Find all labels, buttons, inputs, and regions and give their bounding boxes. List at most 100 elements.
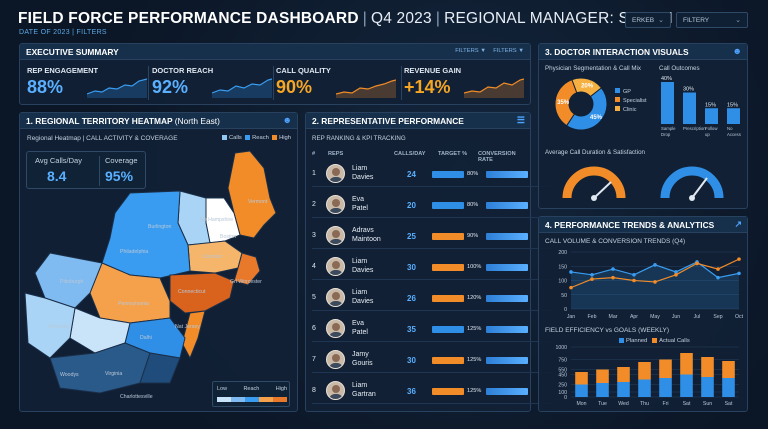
series-point — [716, 267, 720, 271]
trends-title: 4. PERFORMANCE TRENDS & ANALYTICS — [545, 220, 715, 230]
legend-high: High — [279, 135, 291, 142]
target-bar — [432, 357, 464, 364]
target-bar — [432, 326, 464, 333]
divider — [273, 66, 274, 100]
series-point — [590, 273, 594, 277]
rep-name: Liam Davies — [352, 258, 374, 274]
series-point — [632, 273, 636, 277]
target-value: 125% — [467, 326, 482, 332]
y-tick-label: 0 — [564, 307, 567, 313]
y-tick-label: 100 — [558, 390, 567, 396]
x-tick-label: Feb — [588, 314, 597, 320]
planned-bar — [617, 382, 630, 397]
rep-row[interactable]: 3 Adravs Maintoon 25 90% — [312, 223, 552, 249]
col-reps: REPS — [328, 151, 344, 157]
target-bar — [432, 233, 464, 240]
scale-high: High — [275, 386, 287, 392]
actual-bar — [617, 367, 630, 382]
conversion-bar — [486, 388, 528, 395]
filters-button[interactable]: FILTERS ▼ — [455, 48, 486, 54]
territory-map[interactable]: Vermont Ne Hampshire Burlington Philadel… — [20, 143, 298, 411]
rep-rank: 6 — [312, 325, 316, 332]
scale-low: Low — [217, 386, 228, 392]
rep-row[interactable]: 5 Liam Davies 26 120% — [312, 285, 552, 311]
rep-row[interactable]: 1 Liam Davies 24 80% — [312, 161, 552, 187]
rep-calls: 36 — [407, 387, 416, 396]
bar-chart-title: FIELD EFFICIENCY vs GOALS (WEEKLY) — [545, 327, 670, 334]
sparkline — [212, 78, 272, 98]
divider — [99, 156, 100, 186]
header-subtitle[interactable]: DATE OF 2023 | FILTERS — [19, 29, 107, 36]
outcome-bar — [661, 82, 674, 124]
kpi-doctor-reach: DOCTOR REACH 92% — [152, 66, 274, 100]
planned-bar — [638, 379, 651, 397]
target-value: 100% — [467, 264, 482, 270]
rep-rank: 1 — [312, 170, 316, 177]
rep-row[interactable]: 2 Eva Patel 20 80% — [312, 192, 552, 218]
sparkline — [87, 78, 147, 98]
region-select[interactable]: ERKEB ⌄ — [625, 12, 671, 28]
coverage-value: 95% — [105, 168, 134, 184]
legend-swatch — [615, 97, 620, 102]
series-point — [590, 277, 594, 281]
planned-bar — [659, 378, 672, 397]
heatmap-header: 1. REGIONAL TERRITORY HEATMAP (North Eas… — [20, 113, 297, 129]
rep-row[interactable]: 6 Eva Patel 35 125% — [312, 316, 552, 342]
kpi-value: 88% — [27, 77, 64, 97]
rep-row[interactable]: 7 Jamy Gouris 30 125% — [312, 347, 552, 373]
series-point — [611, 267, 615, 271]
series-point — [737, 271, 741, 276]
place-label: Charlottesville — [120, 394, 153, 400]
trends-panel: 4. PERFORMANCE TRENDS & ANALYTICS ↗ CALL … — [538, 216, 748, 412]
outcome-category: No — [727, 126, 733, 131]
series-point — [716, 275, 720, 280]
actual-bar — [680, 353, 693, 375]
outcome-value: 15% — [705, 102, 716, 108]
planned-bar — [722, 378, 735, 397]
series-point — [674, 273, 678, 277]
place-label: Burlington — [148, 224, 171, 230]
rep-name: Eva Patel — [352, 320, 368, 336]
place-label: Nat Jersey — [175, 324, 200, 330]
outcome-category: Follow — [705, 126, 718, 131]
list-icon[interactable]: ☰ — [516, 115, 525, 125]
series-point — [737, 257, 741, 261]
y-tick-label: 550 — [558, 368, 567, 374]
region-select-value: ERKEB — [632, 17, 655, 24]
rep-row[interactable]: 8 Liam Gartran 36 125% — [312, 378, 552, 404]
place-label: Pittsburgh — [60, 279, 83, 285]
actual-bar — [575, 372, 588, 385]
y-tick-label: 250 — [558, 383, 567, 389]
rep-subtitle: REP RANKING & KPI TRACKING — [312, 135, 406, 142]
heatmap-legend: Calls Reach High — [221, 135, 291, 142]
col-conversion: CONVERSION RATE — [478, 151, 516, 163]
x-tick-label: Wed — [618, 401, 629, 407]
filters-button[interactable]: FILTERS ▼ — [493, 48, 524, 54]
rep-calls: 35 — [407, 325, 416, 334]
person-icon[interactable]: ☻ — [732, 46, 742, 56]
avatar — [326, 164, 345, 183]
trend-icon[interactable]: ↗ — [734, 219, 742, 229]
x-tick-label: Thu — [640, 401, 649, 407]
y-tick-label: 1000 — [555, 345, 567, 351]
segmentation-donut[interactable]: 45% 35% 20% GP Specialist Clinic — [551, 74, 651, 136]
satisfaction-gauge — [660, 166, 724, 201]
call-volume-line-chart[interactable]: 0 50 100 150 200 Jan Feb Mar Apr May Jun Jul Sep Oct — [541, 247, 746, 322]
avg-calls-label: Avg Calls/Day — [35, 156, 82, 165]
user-icon[interactable]: ☻ — [282, 115, 292, 125]
rep-rank: 7 — [312, 356, 316, 363]
outcome-value: 30% — [683, 87, 694, 93]
doctor-interaction-panel: 3. DOCTOR INTERACTION VISUALS ☻ Physician… — [538, 43, 748, 209]
y-tick-label: 200 — [558, 250, 567, 256]
donut-slice — [571, 77, 603, 98]
place-label: Vermont — [248, 199, 268, 205]
executive-summary-header: EXECUTIVE SUMMARY FILTERS ▼ FILTERS ▼ — [20, 44, 530, 60]
kpi-value: 90% — [276, 77, 313, 97]
filter-select[interactable]: FILTERY ⌄ — [676, 12, 748, 28]
target-bar — [432, 295, 464, 302]
conversion-bar — [486, 264, 528, 271]
rep-row[interactable]: 4 Liam Davies 30 100% — [312, 254, 552, 280]
conversion-bar — [486, 357, 528, 364]
